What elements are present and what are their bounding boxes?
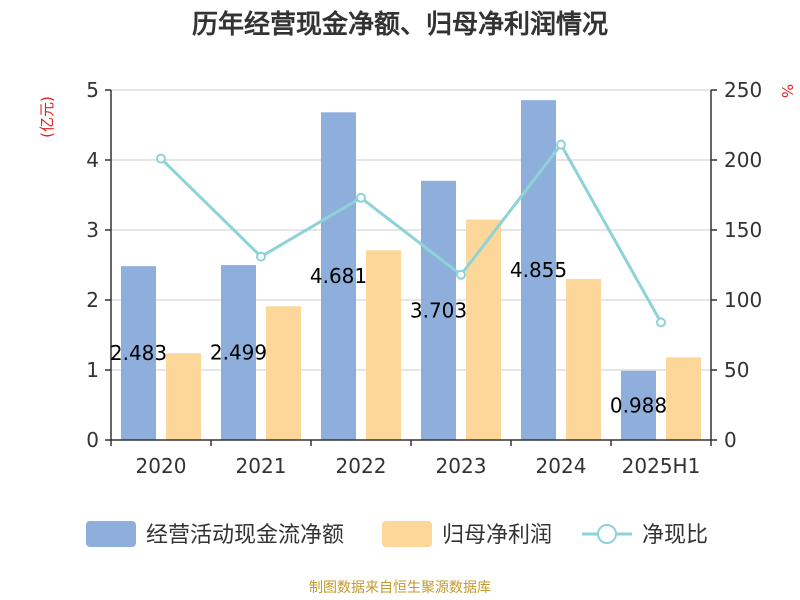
- legend-swatch-operating-cash-flow: [86, 521, 136, 547]
- y-right-tick-label: 0: [724, 428, 737, 452]
- bar-data-label: 4.855: [510, 258, 567, 282]
- line-point: [156, 153, 166, 164]
- legend-label-net-cash-ratio: 净现比: [642, 523, 708, 548]
- y-right-tick-label: 100: [724, 288, 762, 312]
- legend-label-net-profit: 归母净利润: [442, 523, 552, 548]
- line-series: [156, 139, 666, 328]
- bar-operating-cash-flow: [621, 370, 656, 440]
- legend-swatch-net-profit: [382, 521, 432, 547]
- y-right-tick-label: 250: [724, 78, 762, 102]
- bar-data-label: 0.988: [610, 393, 667, 417]
- bar-operating-cash-flow: [221, 265, 256, 440]
- line-point: [556, 139, 566, 150]
- chart-title: 历年经营现金净额、归母净利润情况: [191, 10, 608, 40]
- grid-lines: [111, 89, 711, 371]
- bar-data-label: 2.483: [110, 341, 167, 365]
- bar-net-profit: [266, 306, 301, 440]
- legend: 经营活动现金流净额 归母净利润 净现比: [86, 521, 708, 548]
- x-tick-label: 2024: [536, 454, 587, 478]
- x-tick-label: 2020: [136, 454, 187, 478]
- bars: [121, 100, 701, 441]
- bar-data-label: 4.681: [310, 264, 367, 288]
- bar-operating-cash-flow: [321, 112, 356, 440]
- line-point: [456, 269, 466, 280]
- bar-operating-cash-flow: [421, 180, 456, 441]
- y-right-tick-label: 50: [724, 358, 749, 382]
- bar-operating-cash-flow: [121, 266, 156, 440]
- x-tick-label: 2023: [436, 454, 487, 478]
- x-tick-label: 2022: [336, 454, 387, 478]
- bar-data-label: 2.499: [210, 341, 267, 365]
- source-note: 制图数据来自恒生聚源数据库: [309, 580, 491, 596]
- legend-marker-net-cash-ratio: [597, 524, 617, 544]
- line-point: [356, 192, 366, 203]
- legend-label-operating-cash-flow: 经营活动现金流净额: [146, 523, 344, 548]
- y-left-tick-label: 4: [86, 148, 99, 172]
- y-left-axis-label: (亿元): [38, 96, 56, 138]
- y-right-tick-label: 200: [724, 148, 762, 172]
- y-left-tick-label: 0: [86, 428, 99, 452]
- y-right-tick-label: 150: [724, 218, 762, 242]
- bar-net-profit: [466, 219, 501, 440]
- line-point: [656, 317, 666, 328]
- y-left-tick-label: 2: [86, 288, 99, 312]
- line-point: [256, 251, 266, 262]
- x-tick-label: 2025H1: [622, 454, 701, 478]
- y-right-axis-label: %: [778, 84, 796, 98]
- y-left-tick-label: 3: [86, 218, 99, 242]
- line-net-cash-ratio: [159, 141, 663, 324]
- x-tick-label: 2021: [236, 454, 287, 478]
- bar-net-profit: [366, 250, 401, 440]
- y-left-tick-label: 1: [86, 358, 99, 382]
- bar-net-profit: [166, 353, 201, 440]
- bar-data-label: 3.703: [410, 298, 467, 322]
- bar-net-profit: [566, 279, 601, 440]
- y-left-tick-label: 5: [86, 78, 99, 102]
- data-labels: 2.483 2.499 4.681 3.703 4.855 0.988: [110, 258, 667, 417]
- bar-net-profit: [666, 357, 701, 440]
